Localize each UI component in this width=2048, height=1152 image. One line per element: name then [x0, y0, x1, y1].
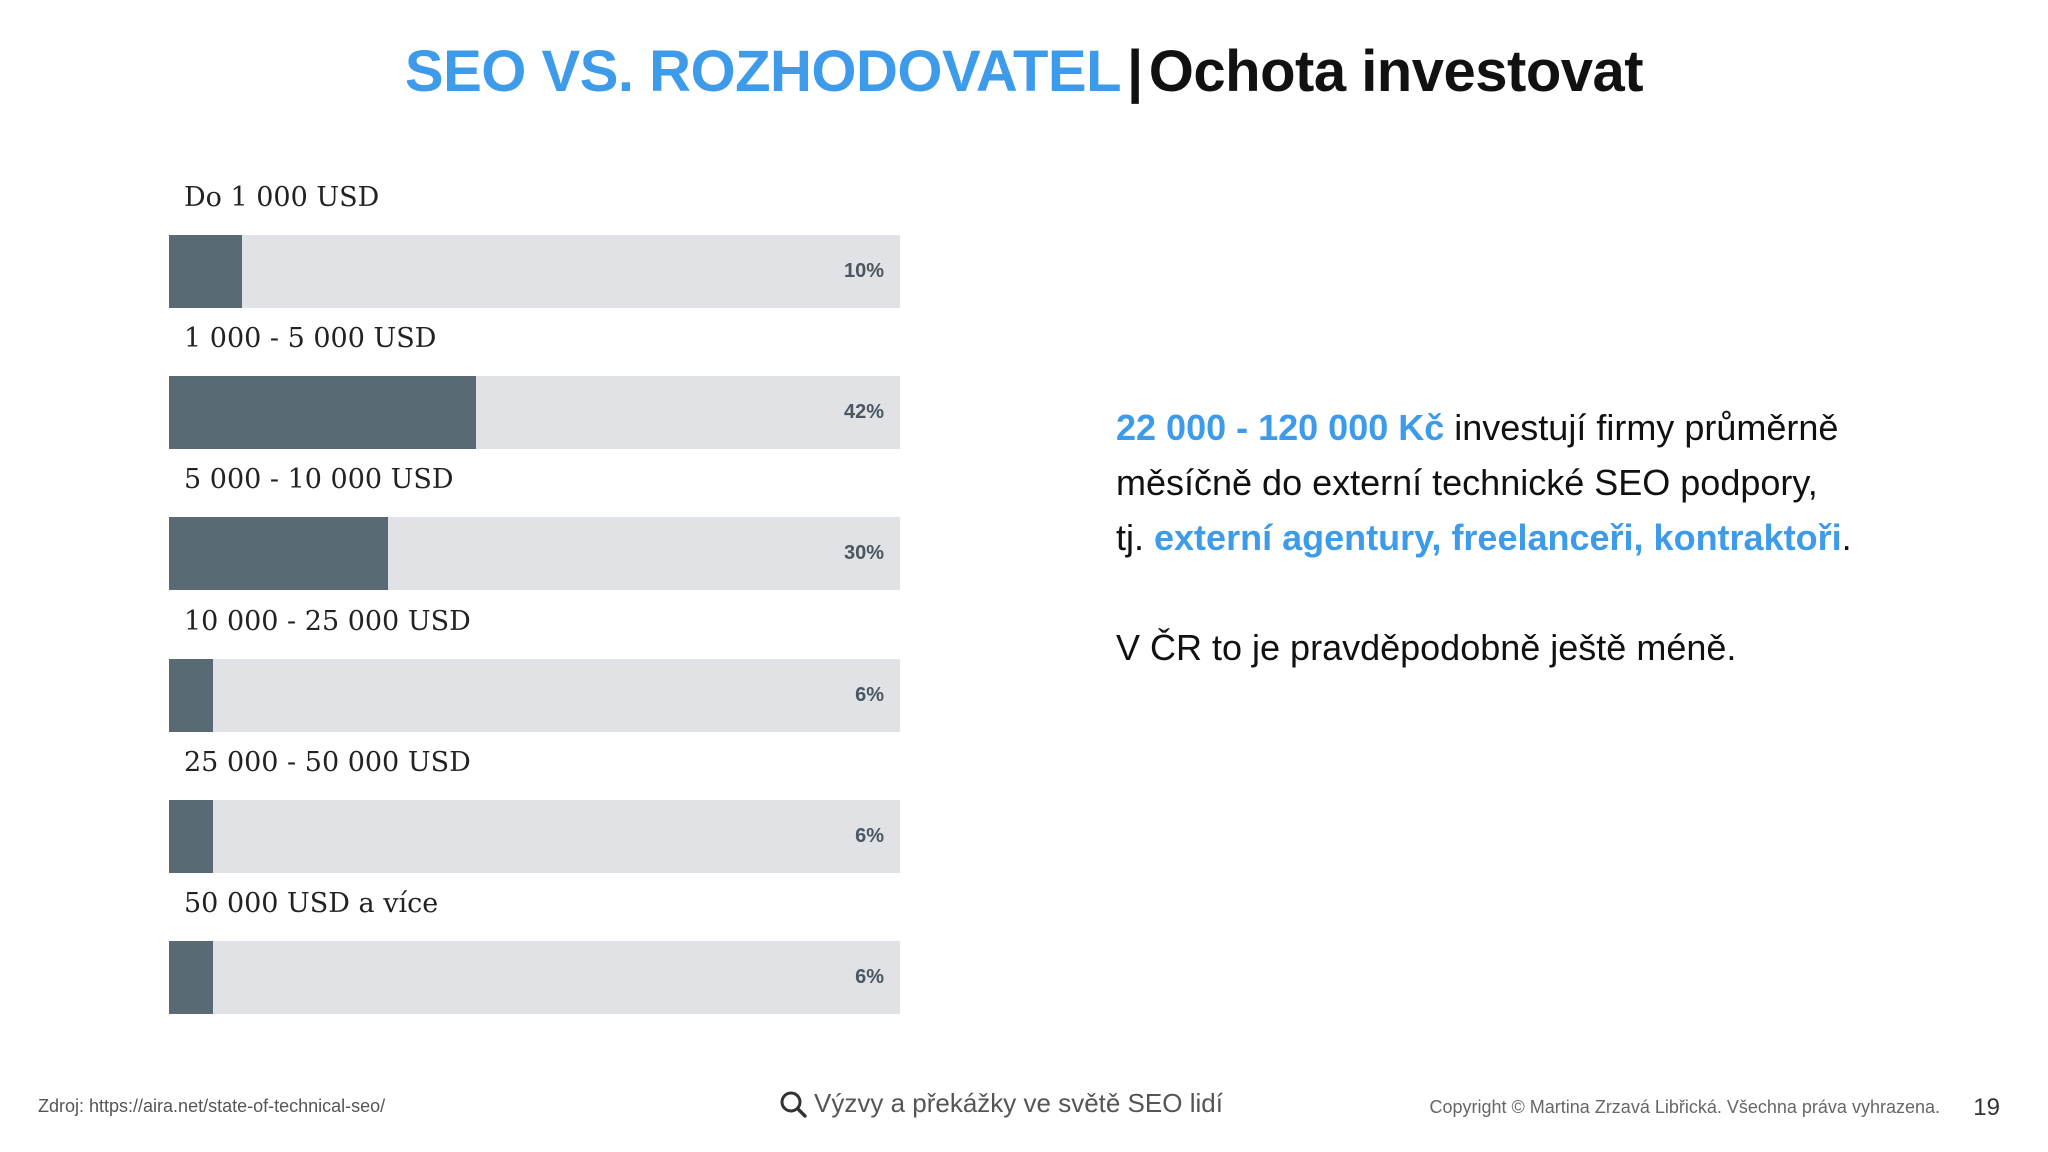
bar	[169, 941, 213, 1014]
bar	[169, 659, 213, 732]
slide-title: SEO VS. ROZHODOVATEL | Ochota investovat	[0, 38, 2048, 105]
title-rest: Ochota investovat	[1148, 39, 1644, 104]
value-label: 6%	[855, 684, 884, 706]
bar	[169, 800, 213, 873]
value-label: 30%	[843, 542, 884, 564]
provider-types: externí agentury, freelanceři, kontrakto…	[1154, 517, 1842, 558]
category-label: 50 000 USD a více	[184, 888, 439, 919]
text-line-3: tj. externí agentury, freelanceři, kontr…	[1116, 510, 1996, 565]
title-separator: |	[1127, 39, 1143, 104]
bar-track: 6%	[169, 659, 900, 732]
category-label: Do 1 000 USD	[184, 182, 380, 213]
text-line-2: měsíčně do externí technické SEO podpory…	[1116, 462, 1818, 503]
category-label: 25 000 - 50 000 USD	[184, 747, 471, 778]
value-label: 6%	[855, 825, 884, 847]
page-number: 19	[1973, 1094, 2000, 1121]
value-label: 6%	[855, 966, 884, 988]
text-line-1: 22 000 - 120 000 Kč investují firmy prům…	[1116, 400, 1996, 455]
text-line-4: V ČR to je pravděpodobně ještě méně.	[1116, 627, 1737, 668]
value-label: 10%	[843, 260, 884, 282]
title-accent: SEO VS. ROZHODOVATEL	[404, 39, 1122, 104]
text-line-3-pre: tj.	[1116, 517, 1155, 558]
text-line-1-rest: investují firmy průměrně	[1444, 407, 1839, 448]
investment-range: 22 000 - 120 000 Kč	[1116, 407, 1445, 448]
bar	[169, 376, 476, 449]
bar	[169, 235, 242, 308]
category-label: 10 000 - 25 000 USD	[184, 606, 471, 637]
bar-track: 30%	[169, 517, 900, 590]
bar-track: 10%	[169, 235, 900, 308]
category-label: 5 000 - 10 000 USD	[184, 464, 454, 495]
footer-center-text: Výzvy a překážky ve světě SEO lidí	[814, 1088, 1223, 1118]
bar-track: 6%	[169, 800, 900, 873]
bar-track: 42%	[169, 376, 900, 449]
footer-source: Zdroj: https://aira.net/state-of-technic…	[38, 1096, 386, 1116]
bar	[169, 517, 388, 590]
footer-center: Výzvy a překážky ve světě SEO lidí	[778, 1088, 1223, 1119]
value-label: 42%	[843, 401, 884, 423]
footer-copyright: Copyright © Martina Zrzavá Libřická. Vše…	[1429, 1097, 1941, 1117]
category-label: 1 000 - 5 000 USD	[184, 323, 437, 354]
body-text: 22 000 - 120 000 Kč investují firmy prům…	[1116, 400, 1996, 675]
bar-track: 6%	[169, 941, 900, 1014]
text-line-3-post: .	[1841, 517, 1852, 558]
search-icon	[780, 1091, 807, 1118]
